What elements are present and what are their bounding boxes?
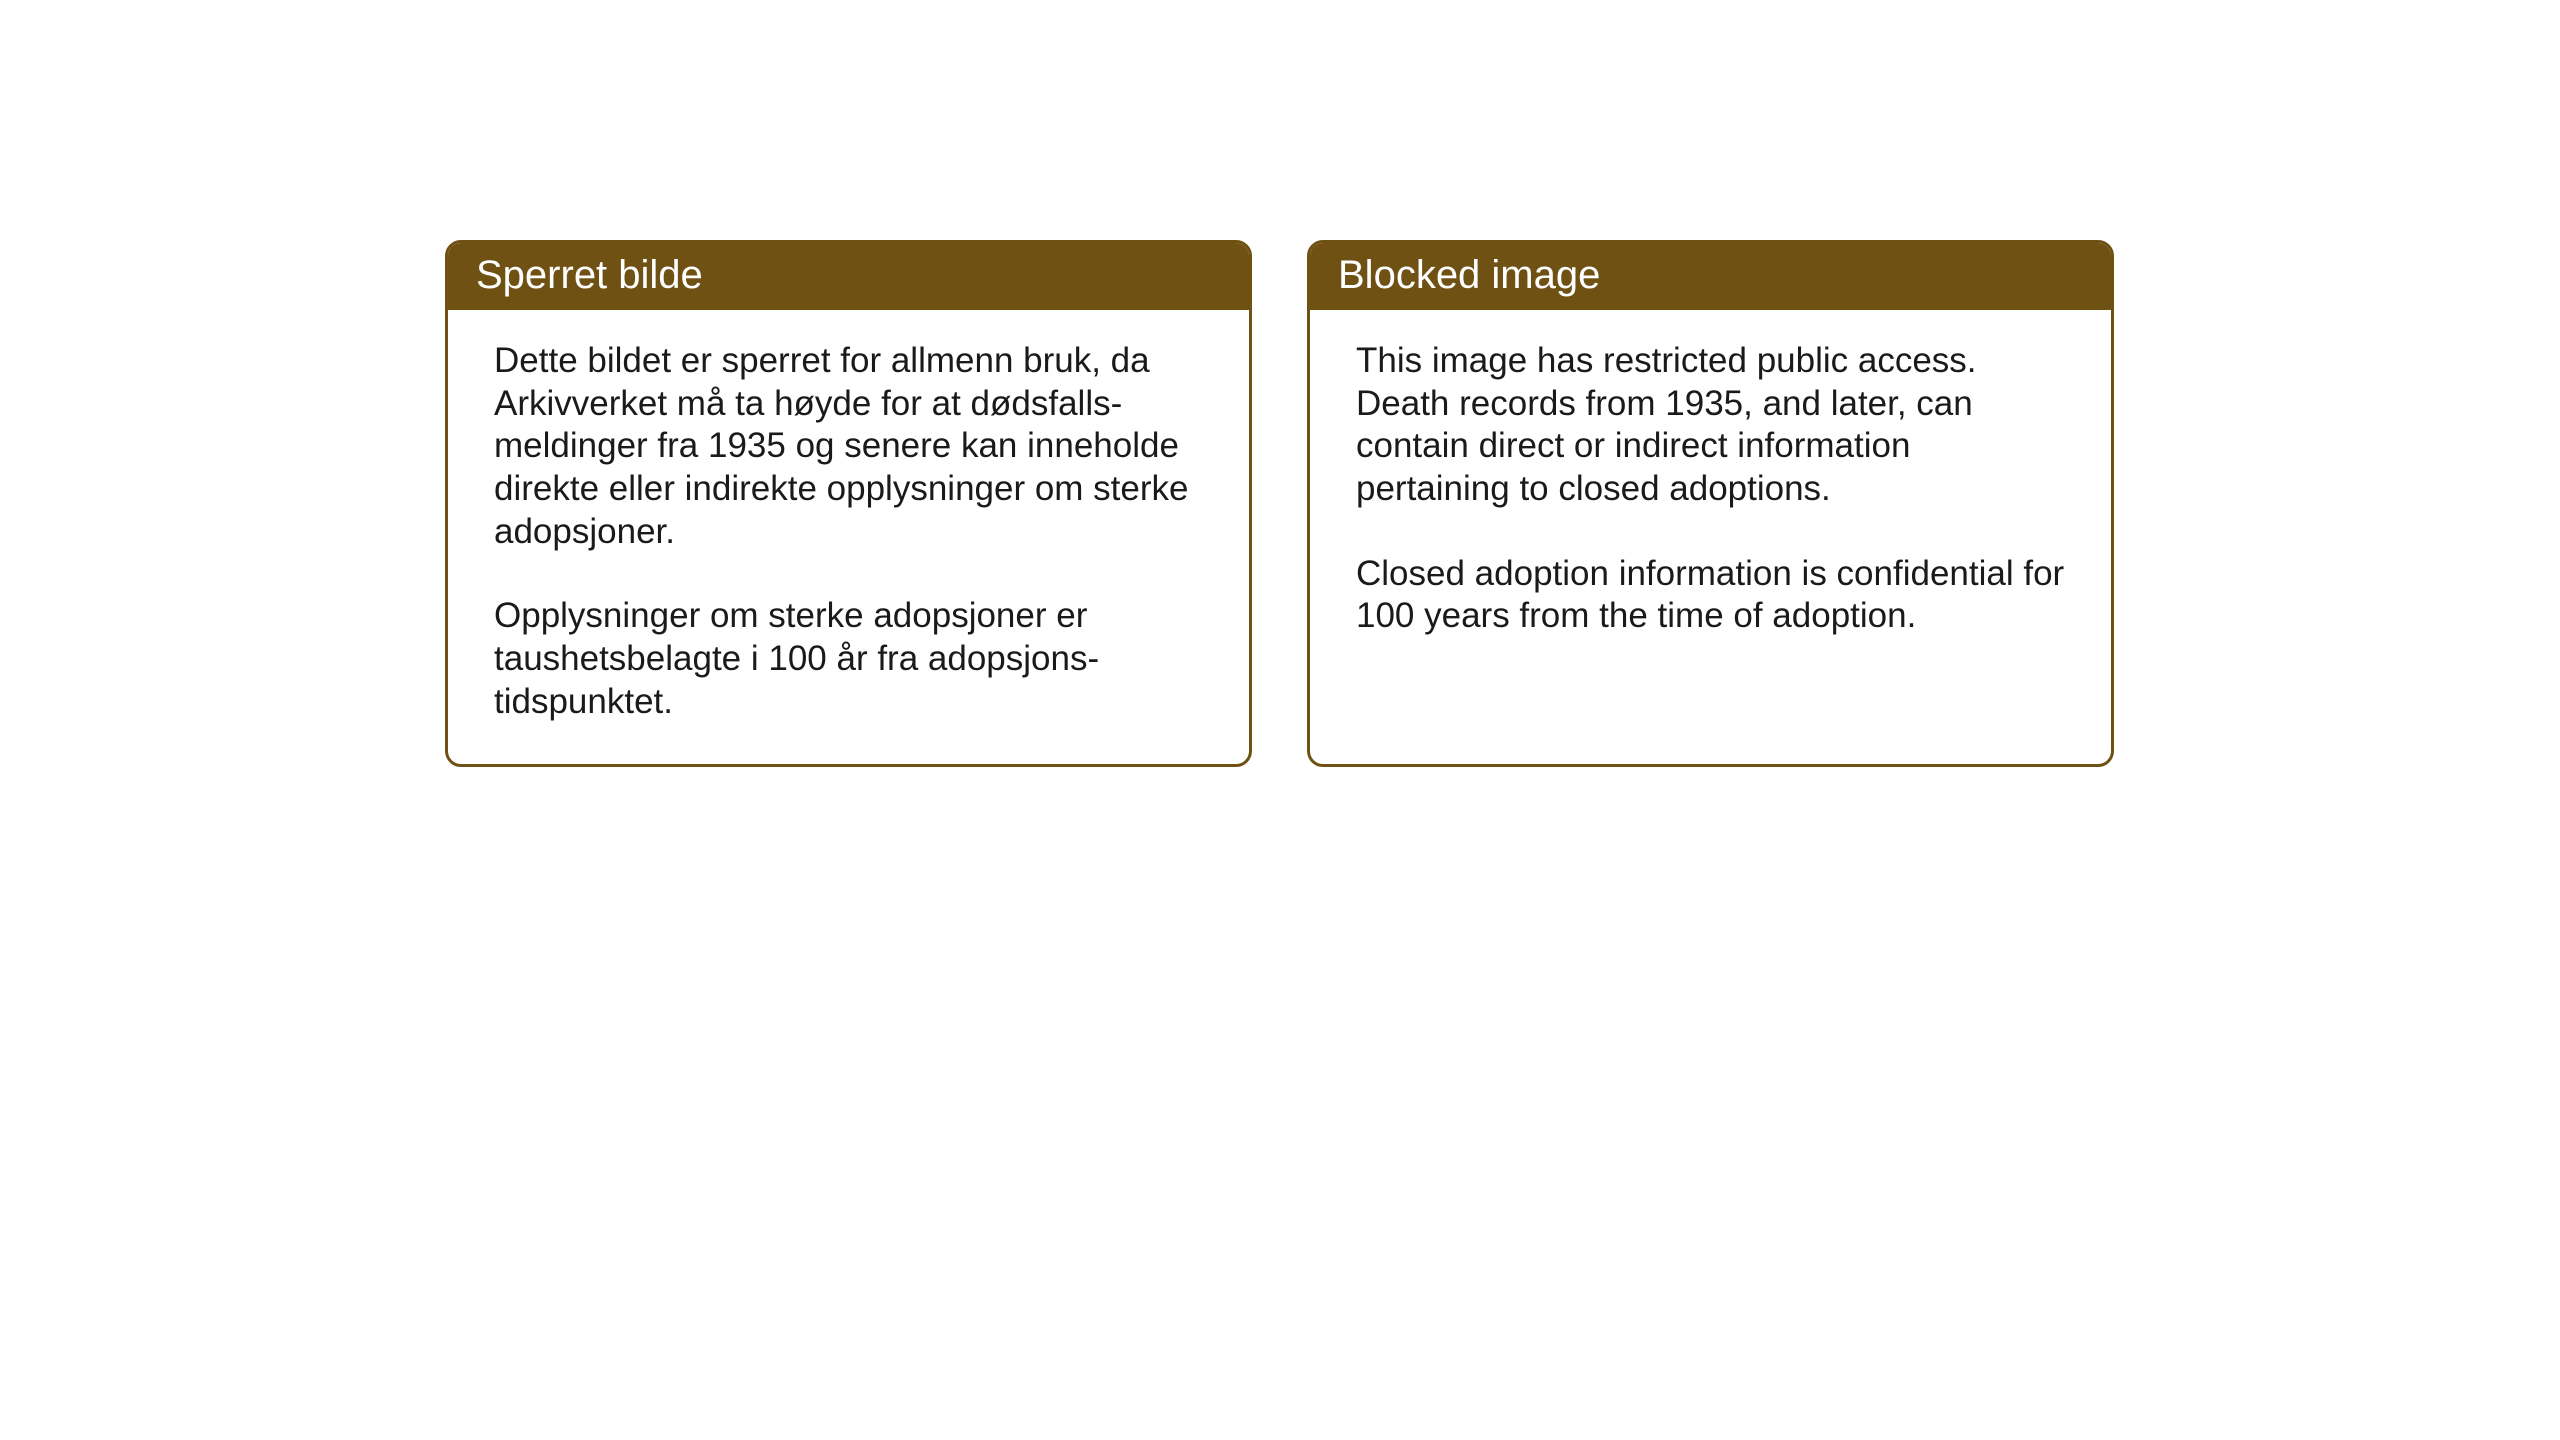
english-notice-card: Blocked image This image has restricted … (1307, 240, 2114, 767)
norwegian-card-title: Sperret bilde (448, 243, 1249, 310)
english-card-body: This image has restricted public access.… (1310, 310, 2111, 748)
norwegian-notice-card: Sperret bilde Dette bildet er sperret fo… (445, 240, 1252, 767)
english-card-title: Blocked image (1310, 243, 2111, 310)
norwegian-paragraph-1: Dette bildet er sperret for allmenn bruk… (494, 340, 1203, 553)
notice-cards-container: Sperret bilde Dette bildet er sperret fo… (445, 240, 2114, 767)
english-paragraph-2: Closed adoption information is confident… (1356, 553, 2065, 638)
english-paragraph-1: This image has restricted public access.… (1356, 340, 2065, 511)
norwegian-card-body: Dette bildet er sperret for allmenn bruk… (448, 310, 1249, 764)
norwegian-paragraph-2: Opplysninger om sterke adopsjoner er tau… (494, 595, 1203, 723)
